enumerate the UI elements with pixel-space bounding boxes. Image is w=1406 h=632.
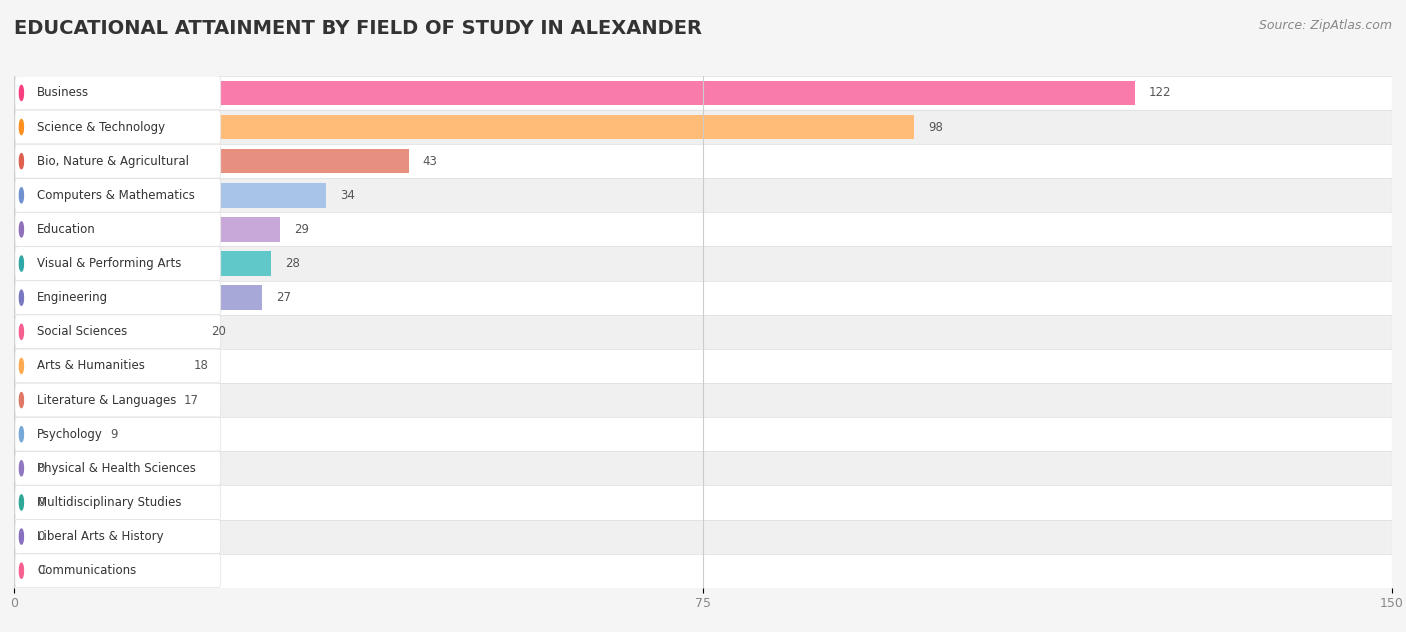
Text: Visual & Performing Arts: Visual & Performing Arts [37,257,181,270]
FancyBboxPatch shape [15,417,221,451]
Bar [14,315,1392,349]
Text: 34: 34 [340,189,356,202]
FancyBboxPatch shape [15,349,221,383]
Bar [14,281,1392,315]
FancyBboxPatch shape [15,383,221,417]
Text: 29: 29 [294,223,309,236]
Bar [14,81,1135,105]
Text: 98: 98 [928,121,943,133]
Circle shape [20,358,24,374]
Circle shape [20,529,24,544]
Circle shape [20,563,24,578]
Bar [14,349,1392,383]
FancyBboxPatch shape [15,520,221,554]
FancyBboxPatch shape [15,110,221,144]
Text: 122: 122 [1149,87,1171,99]
Circle shape [20,495,24,510]
Text: 27: 27 [276,291,291,304]
Text: Education: Education [37,223,96,236]
Circle shape [20,222,24,237]
Bar [14,217,280,241]
FancyBboxPatch shape [15,76,221,110]
Bar [14,451,1392,485]
Text: Computers & Mathematics: Computers & Mathematics [37,189,195,202]
Circle shape [20,290,24,305]
Text: 0: 0 [37,564,45,577]
Bar [14,417,1392,451]
Bar [14,490,28,514]
Bar [14,76,1392,110]
FancyBboxPatch shape [15,281,221,315]
Text: Source: ZipAtlas.com: Source: ZipAtlas.com [1258,19,1392,32]
Bar [14,115,914,139]
FancyBboxPatch shape [15,451,221,485]
Bar [14,422,97,446]
Text: 18: 18 [193,360,208,372]
FancyBboxPatch shape [15,315,221,349]
Text: 9: 9 [111,428,118,441]
Bar [14,144,1392,178]
Text: 0: 0 [37,530,45,543]
Circle shape [20,324,24,339]
FancyBboxPatch shape [15,246,221,281]
Text: Science & Technology: Science & Technology [37,121,165,133]
Text: Psychology: Psychology [37,428,103,441]
Bar [14,485,1392,520]
Bar [14,110,1392,144]
Text: Communications: Communications [37,564,136,577]
Bar [14,383,1392,417]
Text: Physical & Health Sciences: Physical & Health Sciences [37,462,195,475]
Text: EDUCATIONAL ATTAINMENT BY FIELD OF STUDY IN ALEXANDER: EDUCATIONAL ATTAINMENT BY FIELD OF STUDY… [14,19,702,38]
Text: Liberal Arts & History: Liberal Arts & History [37,530,163,543]
Text: Multidisciplinary Studies: Multidisciplinary Studies [37,496,181,509]
Circle shape [20,188,24,203]
Text: Engineering: Engineering [37,291,108,304]
Bar [14,183,326,207]
Text: 43: 43 [423,155,437,167]
Bar [14,149,409,173]
Bar [14,354,180,378]
Bar [14,559,28,583]
FancyBboxPatch shape [15,212,221,246]
Text: Bio, Nature & Agricultural: Bio, Nature & Agricultural [37,155,188,167]
Bar [14,456,28,480]
Bar [14,178,1392,212]
Circle shape [20,154,24,169]
Text: Social Sciences: Social Sciences [37,325,128,338]
Text: 0: 0 [37,462,45,475]
Circle shape [20,392,24,408]
Bar [14,520,1392,554]
Text: 20: 20 [211,325,226,338]
Bar [14,286,262,310]
Circle shape [20,119,24,135]
Text: 28: 28 [285,257,299,270]
Circle shape [20,461,24,476]
FancyBboxPatch shape [15,485,221,520]
Bar [14,388,170,412]
Bar [14,320,198,344]
Bar [14,252,271,276]
FancyBboxPatch shape [15,144,221,178]
Text: Arts & Humanities: Arts & Humanities [37,360,145,372]
Circle shape [20,85,24,100]
Bar [14,525,28,549]
Text: 0: 0 [37,496,45,509]
Bar [14,246,1392,281]
Text: 17: 17 [184,394,200,406]
Bar [14,212,1392,246]
Text: Literature & Languages: Literature & Languages [37,394,176,406]
Circle shape [20,256,24,271]
FancyBboxPatch shape [15,178,221,212]
Circle shape [20,427,24,442]
Bar [14,554,1392,588]
Text: Business: Business [37,87,89,99]
FancyBboxPatch shape [15,554,221,588]
